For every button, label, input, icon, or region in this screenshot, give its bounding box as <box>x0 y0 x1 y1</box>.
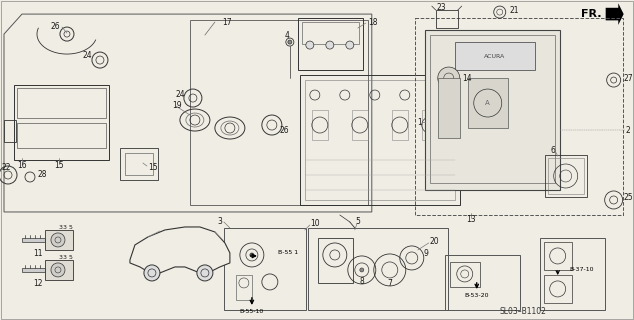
Circle shape <box>197 265 213 281</box>
Bar <box>305 80 455 200</box>
Bar <box>540 238 605 310</box>
Bar <box>392 110 408 140</box>
Text: ACURA: ACURA <box>484 53 505 59</box>
Bar <box>548 158 584 194</box>
Polygon shape <box>605 3 624 25</box>
Bar <box>422 110 437 140</box>
Bar <box>318 238 353 283</box>
Text: 22: 22 <box>2 164 11 172</box>
Text: 14: 14 <box>462 74 471 83</box>
Bar <box>236 275 252 300</box>
Text: 6: 6 <box>550 146 555 155</box>
Text: 10: 10 <box>310 220 320 228</box>
Text: B-53-20: B-53-20 <box>465 293 489 299</box>
Text: 15: 15 <box>148 164 157 172</box>
Text: 8: 8 <box>359 277 364 286</box>
Circle shape <box>250 253 254 257</box>
Text: 33 5: 33 5 <box>59 255 73 260</box>
Bar <box>352 110 368 140</box>
Bar <box>125 153 153 175</box>
Text: 25: 25 <box>624 194 633 203</box>
Text: 23: 23 <box>437 3 446 12</box>
Bar <box>45 230 73 250</box>
Bar <box>120 148 158 180</box>
Bar <box>436 10 458 28</box>
Text: 28: 28 <box>38 171 48 180</box>
Text: 24: 24 <box>175 90 185 99</box>
Bar <box>430 35 555 183</box>
Circle shape <box>437 67 460 89</box>
Bar <box>308 228 448 310</box>
Bar <box>450 262 480 287</box>
Text: 4: 4 <box>285 31 289 40</box>
Text: 33 5: 33 5 <box>59 226 73 230</box>
Bar <box>437 78 460 138</box>
Text: A: A <box>486 100 490 106</box>
Text: 7: 7 <box>387 279 392 288</box>
Bar <box>17 123 106 148</box>
Bar <box>190 20 368 205</box>
Text: 21: 21 <box>510 5 519 15</box>
Bar <box>302 22 359 44</box>
Bar <box>425 30 560 190</box>
Bar <box>300 75 460 205</box>
Bar <box>298 18 363 70</box>
Bar <box>45 260 73 280</box>
Text: 3: 3 <box>217 218 222 227</box>
Text: 15: 15 <box>54 162 64 171</box>
Text: 18: 18 <box>368 18 377 27</box>
Text: FR.: FR. <box>581 9 601 19</box>
Bar <box>544 242 572 270</box>
Text: 11: 11 <box>33 250 42 259</box>
Bar <box>544 275 572 303</box>
Bar <box>312 110 328 140</box>
Bar <box>17 88 106 118</box>
Bar <box>455 42 534 70</box>
Text: B-37-10: B-37-10 <box>570 268 594 272</box>
Text: SL03–B1102: SL03–B1102 <box>500 308 547 316</box>
Bar <box>224 228 306 310</box>
Text: 17: 17 <box>222 18 231 27</box>
Text: 2: 2 <box>626 125 630 134</box>
Circle shape <box>144 265 160 281</box>
Polygon shape <box>130 227 230 273</box>
Text: B-55-10: B-55-10 <box>240 309 264 315</box>
Circle shape <box>288 40 292 44</box>
Text: 13: 13 <box>466 215 476 224</box>
Text: 20: 20 <box>430 237 439 246</box>
Text: 1: 1 <box>417 117 422 126</box>
Polygon shape <box>22 268 45 272</box>
Circle shape <box>326 41 334 49</box>
Circle shape <box>346 41 354 49</box>
Text: 9: 9 <box>424 250 429 259</box>
Circle shape <box>360 268 364 272</box>
Circle shape <box>306 41 314 49</box>
Bar <box>445 255 520 310</box>
Bar <box>545 155 586 197</box>
Bar <box>4 120 16 142</box>
Bar <box>468 78 508 128</box>
Text: 12: 12 <box>33 279 42 288</box>
Text: 27: 27 <box>624 74 633 83</box>
Circle shape <box>51 263 65 277</box>
Text: 5: 5 <box>356 218 360 227</box>
Text: 26: 26 <box>50 21 60 31</box>
Circle shape <box>51 233 65 247</box>
Text: 19: 19 <box>172 100 181 109</box>
Text: 16: 16 <box>17 162 27 171</box>
Text: 24: 24 <box>82 51 92 60</box>
Bar <box>14 85 109 160</box>
Text: 26: 26 <box>280 125 290 134</box>
Text: B-55 1: B-55 1 <box>278 251 298 255</box>
Polygon shape <box>22 238 45 242</box>
